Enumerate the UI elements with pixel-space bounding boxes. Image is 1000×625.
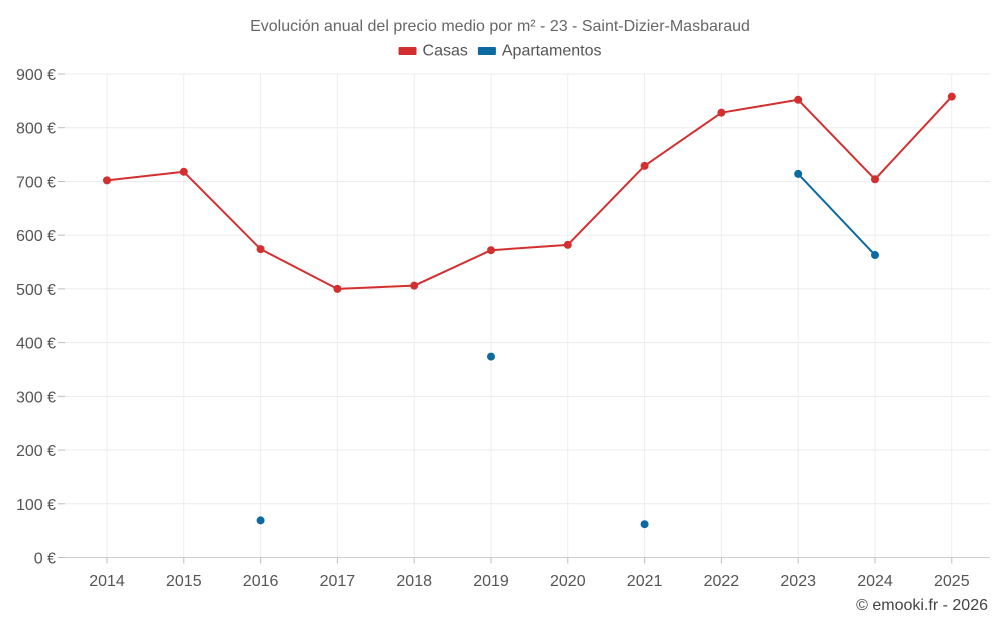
x-axis-ticks: 2014 2015 2016 2017 2018 2019 2020 2021 2022 2023… [89, 557, 970, 590]
x-tick-label: 2017 [320, 573, 356, 590]
data-point-casas [794, 95, 803, 104]
x-tick-label: 2021 [627, 573, 663, 590]
legend-swatch [477, 47, 496, 55]
legend-item-casas: Casas [398, 43, 468, 60]
data-point-casas [871, 175, 879, 184]
x-tick-label: 2019 [473, 573, 509, 590]
data-point-apartamentos [256, 516, 265, 525]
data-point-casas [103, 176, 111, 185]
data-point-apartamentos [871, 251, 879, 260]
x-tick-label: 2024 [857, 573, 893, 590]
series-layer [103, 92, 956, 529]
y-axis-ticks: 0 € 100 € 200 € 300 € 400 € 500 € 600 € 700 € 80… [16, 67, 65, 568]
legend: Casas Apartamentos [398, 43, 602, 60]
x-tick-label: 2022 [704, 573, 740, 590]
y-tick-label: 0 € [34, 551, 56, 568]
y-tick-label: 100 € [16, 497, 56, 514]
data-point-casas [256, 245, 265, 254]
legend-label: Apartamentos [502, 43, 602, 60]
y-tick-label: 800 € [16, 121, 56, 138]
series-line-apartamentos [797, 173, 876, 256]
chart-title: Evolución anual del precio medio por m² … [250, 18, 750, 35]
x-tick-label: 2020 [550, 573, 586, 590]
data-point-casas [333, 284, 342, 293]
x-tick-label: 2016 [243, 573, 279, 590]
y-tick-label: 500 € [16, 282, 56, 299]
series-apartamentos [256, 169, 879, 529]
y-tick-label: 200 € [16, 443, 56, 460]
x-gridlines [106, 74, 953, 558]
data-point-apartamentos [794, 169, 803, 178]
x-tick-label: 2023 [780, 573, 816, 590]
data-point-casas [487, 246, 495, 255]
y-gridlines [65, 73, 990, 505]
y-tick-label: 400 € [16, 336, 56, 353]
y-tick-label: 300 € [16, 389, 56, 406]
data-point-casas [563, 240, 572, 249]
legend-swatch [398, 47, 417, 55]
credit-text: © emooki.fr - 2026 [856, 597, 988, 614]
x-tick-label: 2018 [396, 573, 432, 590]
y-tick-label: 700 € [16, 174, 56, 191]
series-casas [103, 92, 956, 293]
legend-label: Casas [423, 43, 468, 60]
x-tick-label: 2025 [934, 573, 970, 590]
data-point-apartamentos [487, 352, 495, 361]
data-point-casas [410, 281, 419, 290]
data-point-casas [179, 167, 188, 176]
data-point-apartamentos [640, 520, 649, 529]
y-tick-label: 900 € [16, 67, 56, 84]
data-point-casas [947, 92, 956, 101]
x-tick-label: 2014 [89, 573, 125, 590]
series-line-casas [106, 95, 953, 290]
data-point-casas [717, 108, 726, 117]
x-tick-label: 2015 [166, 573, 202, 590]
y-tick-label: 600 € [16, 228, 56, 245]
legend-item-apartamentos: Apartamentos [477, 43, 602, 60]
data-point-casas [640, 161, 649, 170]
